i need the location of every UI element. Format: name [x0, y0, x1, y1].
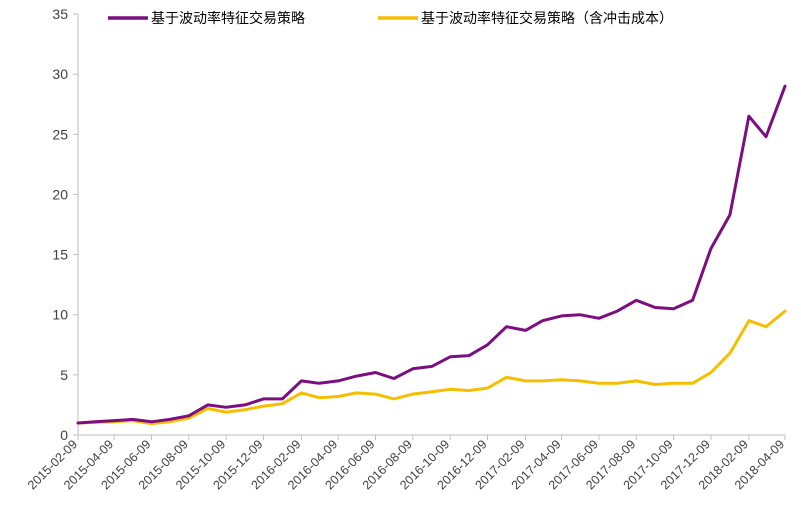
- y-tick-label: 0: [60, 427, 68, 443]
- y-tick-label: 35: [52, 6, 68, 22]
- series-line-2: [76, 309, 787, 426]
- series-lines: [76, 84, 787, 426]
- y-tick-label: 30: [52, 66, 68, 82]
- y-tick-label: 10: [52, 307, 68, 323]
- legend-label-purple: 基于波动率特征交易策略: [151, 10, 305, 26]
- legend: 基于波动率特征交易策略 基于波动率特征交易策略（含冲击成本）: [108, 10, 673, 26]
- y-tick-label: 15: [52, 247, 68, 263]
- y-tick-label: 5: [60, 367, 68, 383]
- y-tick-label: 25: [52, 126, 68, 142]
- legend-label-yellow: 基于波动率特征交易策略（含冲击成本）: [421, 10, 673, 26]
- series-line-1: [76, 84, 787, 425]
- y-tick-label: 20: [52, 186, 68, 202]
